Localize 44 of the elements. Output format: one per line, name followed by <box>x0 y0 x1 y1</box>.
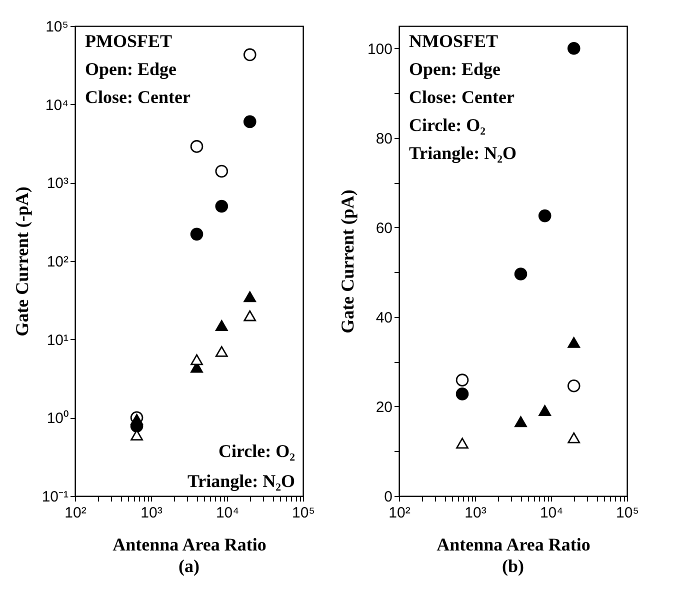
y-tick-label: 10² <box>46 254 68 270</box>
x-tick-label: 10² <box>388 504 410 522</box>
annotation: Close: Center <box>409 87 514 107</box>
y-tick-label: 10³ <box>46 175 68 192</box>
x-axis-title: Antenna Area Ratio <box>112 534 266 554</box>
annotation: Circle: O₂ <box>409 115 486 135</box>
point <box>456 388 469 400</box>
text: (b) <box>502 556 524 576</box>
annotation: NMOSFET <box>409 31 498 51</box>
annotation: Open: Edge <box>85 59 177 79</box>
y-tick-label: 10⁻¹ <box>42 488 68 506</box>
point <box>568 337 580 348</box>
point <box>568 432 580 444</box>
point <box>456 374 469 386</box>
y-tick-label: 10⁴ <box>45 96 68 114</box>
x-tick-label: 10³ <box>464 504 486 522</box>
y-tick-label: 10⁵ <box>46 18 68 36</box>
annotation: Triangle: N₂O <box>409 143 517 163</box>
point <box>456 438 468 449</box>
y-tick-label: 60 <box>376 220 392 237</box>
annotation: Circle: O₂ <box>218 441 295 461</box>
x-tick-label: 10⁴ <box>540 504 564 522</box>
annotation: Triangle: N₂O <box>187 471 295 491</box>
point <box>567 379 580 392</box>
y-tick-label: 0 <box>384 488 392 506</box>
x-tick-label: 10⁵ <box>292 504 315 522</box>
x-tick-label: 10² <box>64 504 86 522</box>
x-tick-label: 10⁴ <box>216 504 240 522</box>
text: (a) <box>178 556 200 576</box>
y-tick-label: 40 <box>376 309 392 326</box>
y-tick-label: 80 <box>376 130 392 148</box>
y-tick-label: 10⁰ <box>46 410 68 428</box>
x-tick-label: 10³ <box>140 504 162 522</box>
y-tick-label: 10¹ <box>46 332 68 349</box>
annotation: PMOSFET <box>85 31 172 51</box>
y-axis-title: Gate Current (pA) <box>337 190 358 334</box>
annotation: Close: Center <box>85 87 190 107</box>
y-tick-label: 100 <box>367 40 392 58</box>
annotation: Open: Edge <box>409 59 501 79</box>
x-tick-label: 10⁵ <box>616 504 639 522</box>
y-tick-label: 20 <box>376 398 392 416</box>
y-axis-title: Gate Current (-pA) <box>12 186 32 336</box>
point <box>567 42 580 55</box>
x-axis-title: Antenna Area Ratio <box>436 534 590 554</box>
